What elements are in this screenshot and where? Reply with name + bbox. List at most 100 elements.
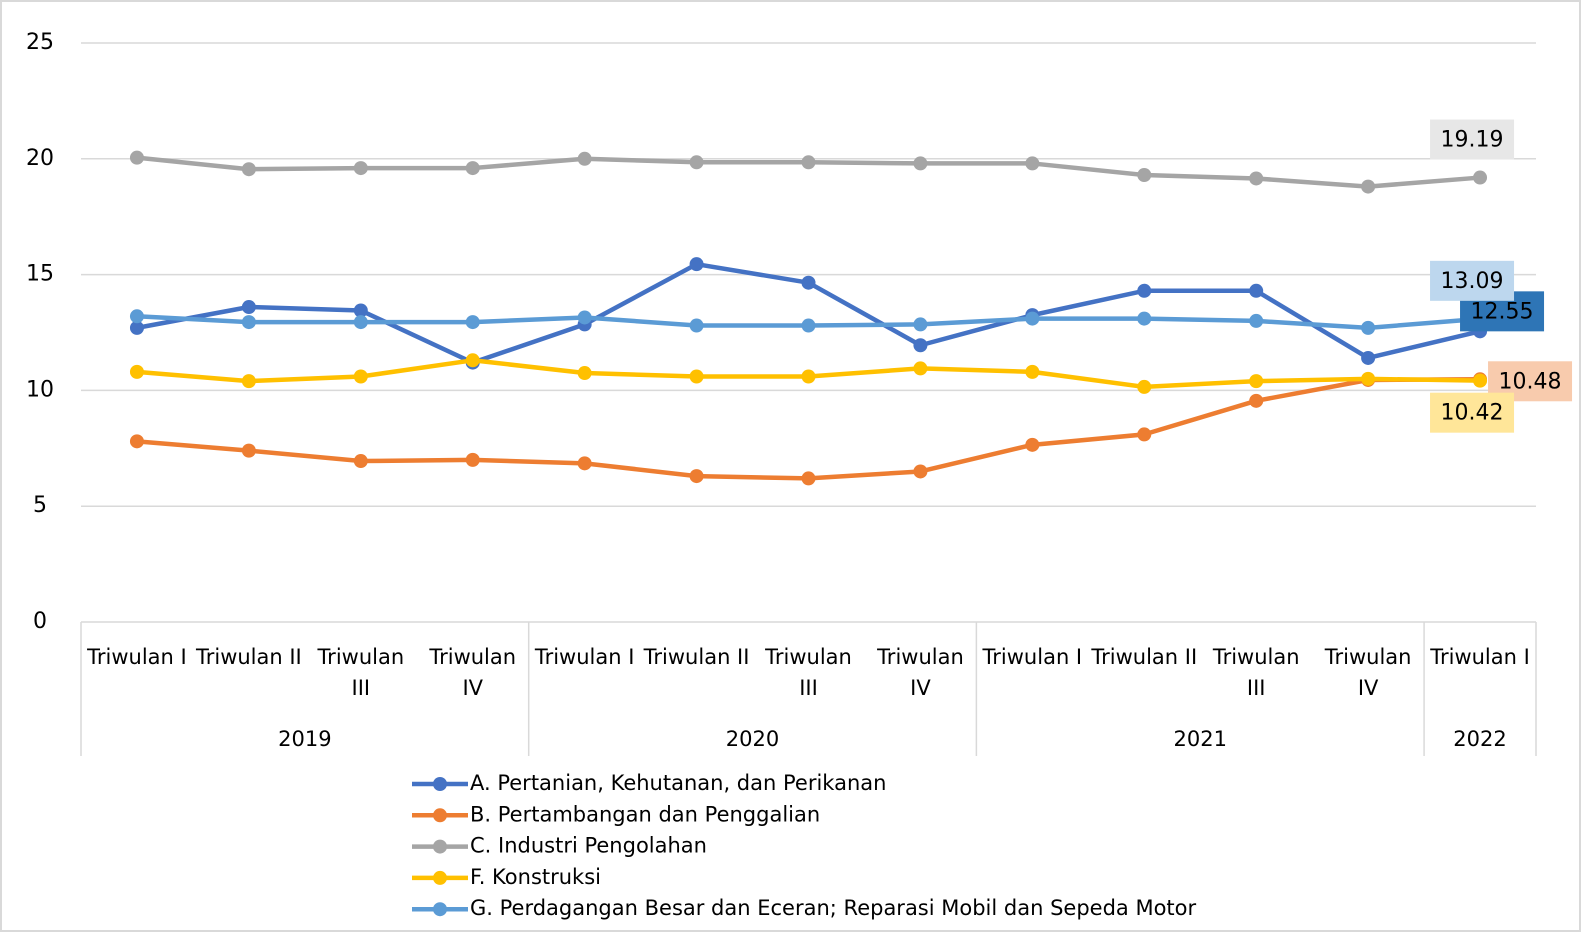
point-marker: [241, 443, 256, 458]
y-tick-label: 0: [33, 609, 47, 634]
point-marker: [801, 318, 816, 333]
point-marker: [1249, 374, 1264, 389]
point-marker: [801, 471, 816, 486]
legend-marker: [433, 870, 447, 885]
x-tick-label: Triwulan IV: [429, 645, 517, 700]
data-label: 10.48: [1499, 369, 1562, 394]
point-marker: [689, 369, 704, 384]
point-marker: [1249, 171, 1264, 186]
x-tick-label: Triwulan II: [195, 645, 302, 669]
point-marker: [1025, 311, 1040, 326]
y-tick-label: 5: [33, 493, 47, 518]
x-tick-label: Triwulan III: [1212, 645, 1300, 700]
year-label: 2022: [1453, 727, 1506, 751]
x-tick-label: Triwulan I: [982, 645, 1083, 669]
point-marker: [1025, 437, 1040, 452]
point-marker: [1249, 313, 1264, 328]
legend-marker: [433, 777, 447, 791]
point-marker: [1249, 283, 1264, 298]
data-label: 10.42: [1441, 401, 1504, 426]
point-marker: [801, 369, 816, 384]
point-marker: [1137, 311, 1152, 326]
point-marker: [913, 317, 928, 332]
x-tick-label: Triwulan I: [1430, 645, 1530, 669]
point-marker: [1025, 156, 1040, 171]
point-marker: [1137, 283, 1152, 298]
point-marker: [1361, 350, 1376, 365]
point-marker: [129, 309, 144, 324]
point-marker: [801, 275, 816, 290]
point-marker: [353, 303, 368, 318]
point-marker: [577, 366, 592, 381]
x-tick-label: Triwulan IV: [877, 645, 964, 700]
legend-marker: [433, 902, 447, 917]
y-tick-label: 25: [26, 30, 54, 55]
data-label-box: [1430, 392, 1515, 433]
point-marker: [689, 257, 704, 272]
point-marker: [1137, 427, 1152, 442]
legend-label: C. Industri Pengolahan: [470, 834, 707, 858]
x-tick-label: Triwulan I: [534, 645, 635, 669]
point-marker: [129, 434, 144, 449]
legend-marker: [433, 839, 447, 854]
point-marker: [465, 161, 480, 176]
data-label: 13.09: [1441, 269, 1504, 294]
x-tick-label: Triwulan III: [765, 645, 852, 700]
point-marker: [129, 364, 144, 379]
point-marker: [913, 338, 928, 353]
year-label: 2019: [278, 727, 331, 751]
point-marker: [129, 150, 144, 165]
point-marker: [1137, 168, 1152, 183]
point-marker: [1473, 373, 1488, 388]
y-tick-label: 15: [26, 262, 54, 287]
point-marker: [241, 374, 256, 389]
point-marker: [577, 151, 592, 166]
point-marker: [353, 369, 368, 384]
legend-label: F. Konstruksi: [470, 865, 601, 889]
point-marker: [689, 318, 704, 333]
point-marker: [801, 155, 816, 170]
point-marker: [465, 452, 480, 467]
x-tick-label: Triwulan II: [1091, 645, 1198, 669]
data-label: 12.55: [1471, 299, 1534, 324]
data-label-box: [1430, 260, 1515, 301]
legend-label: B. Pertambangan dan Penggalian: [470, 802, 820, 826]
point-marker: [241, 162, 256, 177]
point-marker: [1361, 179, 1376, 194]
point-marker: [1361, 371, 1376, 386]
data-label: 19.19: [1441, 128, 1504, 153]
year-label: 2021: [1174, 727, 1227, 751]
legend-label: A. Pertanian, Kehutanan, dan Perikanan: [470, 771, 886, 795]
point-marker: [465, 315, 480, 330]
year-label: 2020: [726, 727, 779, 751]
series-line: [136, 377, 1481, 481]
x-tick-label: Triwulan III: [317, 645, 405, 700]
data-label-box: [1430, 119, 1515, 160]
point-marker: [689, 155, 704, 170]
point-marker: [913, 361, 928, 376]
point-marker: [913, 464, 928, 479]
point-marker: [1137, 379, 1152, 394]
point-marker: [1473, 170, 1488, 185]
x-tick-label: Triwulan I: [87, 645, 187, 669]
point-marker: [913, 156, 928, 171]
y-tick-label: 10: [26, 377, 54, 402]
point-marker: [1361, 320, 1376, 335]
legend-marker: [433, 808, 447, 823]
x-tick-label: Triwulan II: [643, 645, 750, 669]
legend-label: G. Perdagangan Besar dan Eceran; Reparas…: [470, 896, 1197, 920]
point-marker: [577, 456, 592, 471]
point-marker: [353, 161, 368, 176]
point-marker: [129, 320, 144, 335]
y-tick-label: 20: [26, 146, 54, 171]
point-marker: [353, 315, 368, 330]
point-marker: [241, 300, 256, 315]
point-marker: [577, 310, 592, 325]
point-marker: [241, 315, 256, 330]
point-marker: [1249, 393, 1264, 408]
x-tick-label: Triwulan IV: [1324, 645, 1412, 700]
point-marker: [353, 454, 368, 469]
